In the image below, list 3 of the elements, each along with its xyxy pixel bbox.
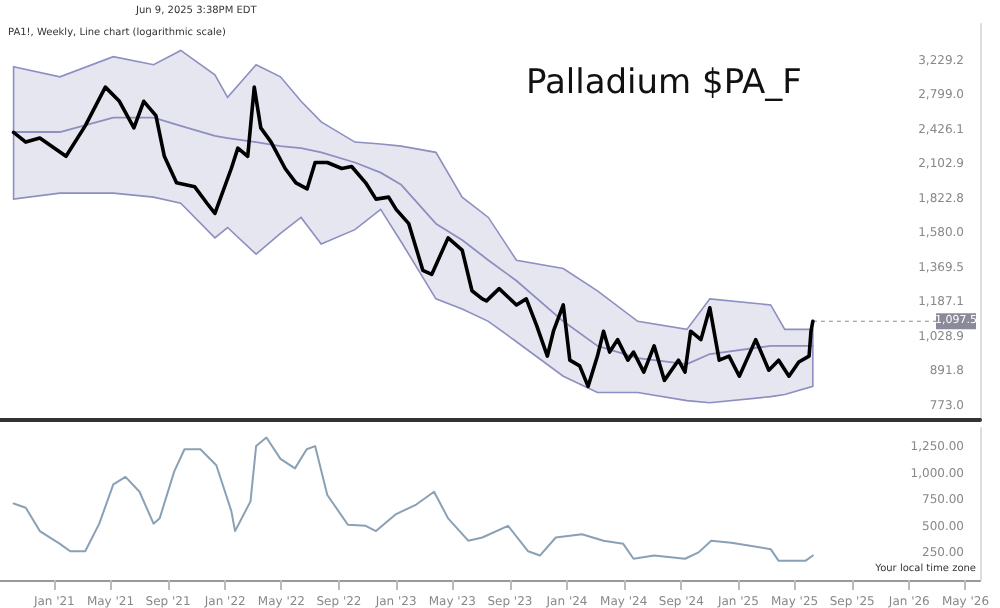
line-series	[12, 116, 814, 365]
line-series	[12, 436, 814, 562]
text: Palladium $PA_F	[526, 63, 802, 103]
